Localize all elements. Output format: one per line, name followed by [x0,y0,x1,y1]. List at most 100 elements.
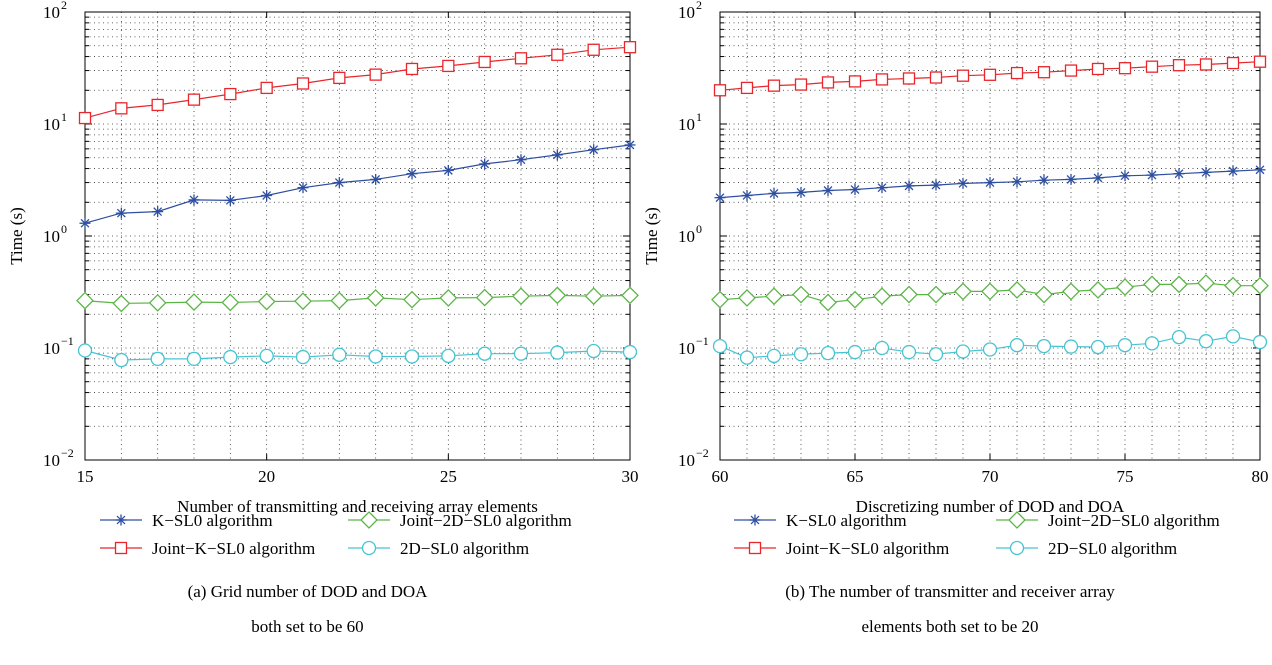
chart-a-series-square-point [260,81,273,95]
chart-a-series-square-point [151,98,164,112]
chart-b-series-square-point [1172,59,1186,72]
chart-a-series-asterisk-point-stroke-d2 [334,178,344,187]
chart-b-series-asterisk-point [984,177,996,189]
chart-a-legend-entry-circle: 2D−SL0 algorithm [348,539,529,558]
chart-a-y-tick-label: 10 [43,451,60,470]
chart-b-series-asterisk-point-stroke-d2 [1147,170,1157,180]
chart-b-series-diamond-point [1224,276,1242,295]
chart-a-series-diamond-point [366,288,385,307]
chart-a-series-asterisk-point [588,144,600,156]
chart-b-series-diamond-point [1089,281,1107,299]
chart-b-series-square-point [1010,66,1024,80]
chart-a-series-diamond-point [584,287,603,306]
chart-b-series-square-point [875,73,889,86]
chart-b-legend-entry-circle-swatch-marker [1009,540,1025,556]
chart-a-series-diamond [76,286,639,313]
chart-b-series-circle-point [1036,338,1052,354]
chart-a-y-tick-label: 10 [43,339,60,358]
chart-b-axes-frame [719,11,1261,461]
chart-b-series-square-point [956,69,970,82]
chart-a-series-diamond-point [621,286,639,305]
chart-a-y-axis-label: Time (s) [7,207,26,264]
chart-a-series-diamond-point [439,288,458,307]
chart-a-legend: K−SL0 algorithm Joint−K−SL0 algorithm Join… [100,511,572,558]
chart-a-series-circle-point [223,349,238,365]
chart-b-series-asterisk-point-stroke-d2 [904,181,914,191]
chart-b-series-circle-point [1063,339,1079,354]
chart-a-series-circle-point [513,346,529,361]
chart-b-series-diamond-point [1197,274,1215,292]
chart-b-series-diamond-point [765,287,783,306]
chart-a-series-square-point [187,93,201,106]
chart-b-legend-entry-circle: 2D−SL0 algorithm [996,539,1177,558]
chart-b-series-asterisk-point [1011,176,1023,188]
chart-b-legend-entry-square-swatch-marker [748,541,762,555]
chart-a-legend-entry-circle-swatch-marker [361,540,377,556]
chart-b-series-diamond-point [819,293,837,312]
chart-a-series-square-point [623,41,637,54]
chart-b-legend-entry-square: Joint−K−SL0 algorithm [734,539,949,558]
chart-b-series-asterisk-point-stroke-d2 [715,193,725,203]
chart-a-series-circle-point [368,349,383,364]
chart-b-series-diamond-point [711,290,729,309]
chart-b-series-square-point [929,71,943,84]
chart-b-series-asterisk-point-stroke-d2 [1120,171,1130,181]
chart-b-y-tick-label: 10 [678,451,695,470]
chart-a-series-asterisk-point-stroke-d2 [298,183,308,193]
chart-a-series-asterisk-point [515,154,527,166]
chart-a-series-asterisk-point-stroke-d2 [625,140,635,150]
chart-a-x-axis-label: Number of transmitting and receiving arr… [177,497,538,516]
chart-b-series-asterisk-point [795,186,807,198]
chart-b-series-square-point [1064,64,1078,77]
chart-b-series-square-point [1199,58,1213,71]
chart-b-series-diamond-point [1035,285,1053,304]
chart-b-series-circle-point [1090,339,1106,355]
chart-b-series-diamond-point [900,285,918,304]
chart-a-series-square-point [587,43,600,56]
chart-b-series-asterisk-point [1173,168,1185,180]
chart-b-series-asterisk-point-stroke-d2 [1228,166,1238,176]
chart-b-series-circle-point [982,342,998,357]
chart-a-series-square-point [224,87,237,101]
chart-b-series-asterisk-point [849,184,861,196]
chart-b-series-asterisk-point-stroke-d2 [1174,169,1184,179]
chart-a-series-asterisk-point-stroke-d2 [552,150,562,160]
chart-b-series-asterisk-point [741,189,753,201]
chart-b-series-diamond-point [1116,278,1134,296]
chart-a-series-square-line [84,46,631,119]
chart-b-series-circle-point [1009,338,1025,353]
chart-a-series-square [78,41,637,125]
chart-b-series-diamond-point [954,282,972,301]
chart-b-legend-entry-diamond-label: Joint−2D−SL0 algorithm [1048,511,1220,530]
chart-b-series-asterisk-point-stroke-d2 [958,178,968,188]
chart-a-y-tick-exponent: −2 [61,446,74,460]
chart-b-series-diamond-point [846,290,864,309]
chart-b-legend-entry-diamond-swatch-marker [1008,511,1026,529]
chart-a-x-tick-label: 20 [258,467,275,486]
chart-b-series-asterisk-point-stroke-d2 [1039,175,1049,185]
chart-a-series-asterisk-point-stroke-d2 [589,145,599,155]
chart-a-series-circle-point [259,348,274,364]
chart-b-series-circle-point [766,348,782,364]
chart-b-series-asterisk-point [1227,165,1239,177]
chart-a-legend-entry-diamond-label: Joint−2D−SL0 algorithm [400,511,572,530]
chart-a-series-asterisk-point-stroke-d2 [516,155,526,165]
chart-a-series-square-point [478,55,491,69]
chart-a-y-tick-exponent: 2 [61,0,67,12]
chart-a-series-square-point [405,62,419,76]
chart-a-series-square-point [551,48,564,61]
chart-b-series-diamond-point [927,285,945,304]
chart-b-series-circle-point [1117,338,1133,353]
chart-b-series-asterisk-point [876,182,888,194]
chart-b-series-square-point [1091,62,1105,76]
chart-b-grid [720,12,1260,460]
chart-a-y-tick-exponent: −1 [61,334,74,348]
chart-b-series-square-point [1253,55,1267,68]
chart-a-series-asterisk-point-stroke-d2 [225,195,235,205]
chart-b-series-square-point [983,68,997,81]
chart-b-y-tick-exponent: −2 [696,446,709,460]
chart-a-y-tick-label: 10 [43,227,60,246]
chart-b-y-tick-label: 10 [678,227,695,246]
chart-b-y-axis-label: Time (s) [642,207,661,264]
chart-a-y-tick-label: 10 [43,115,60,134]
